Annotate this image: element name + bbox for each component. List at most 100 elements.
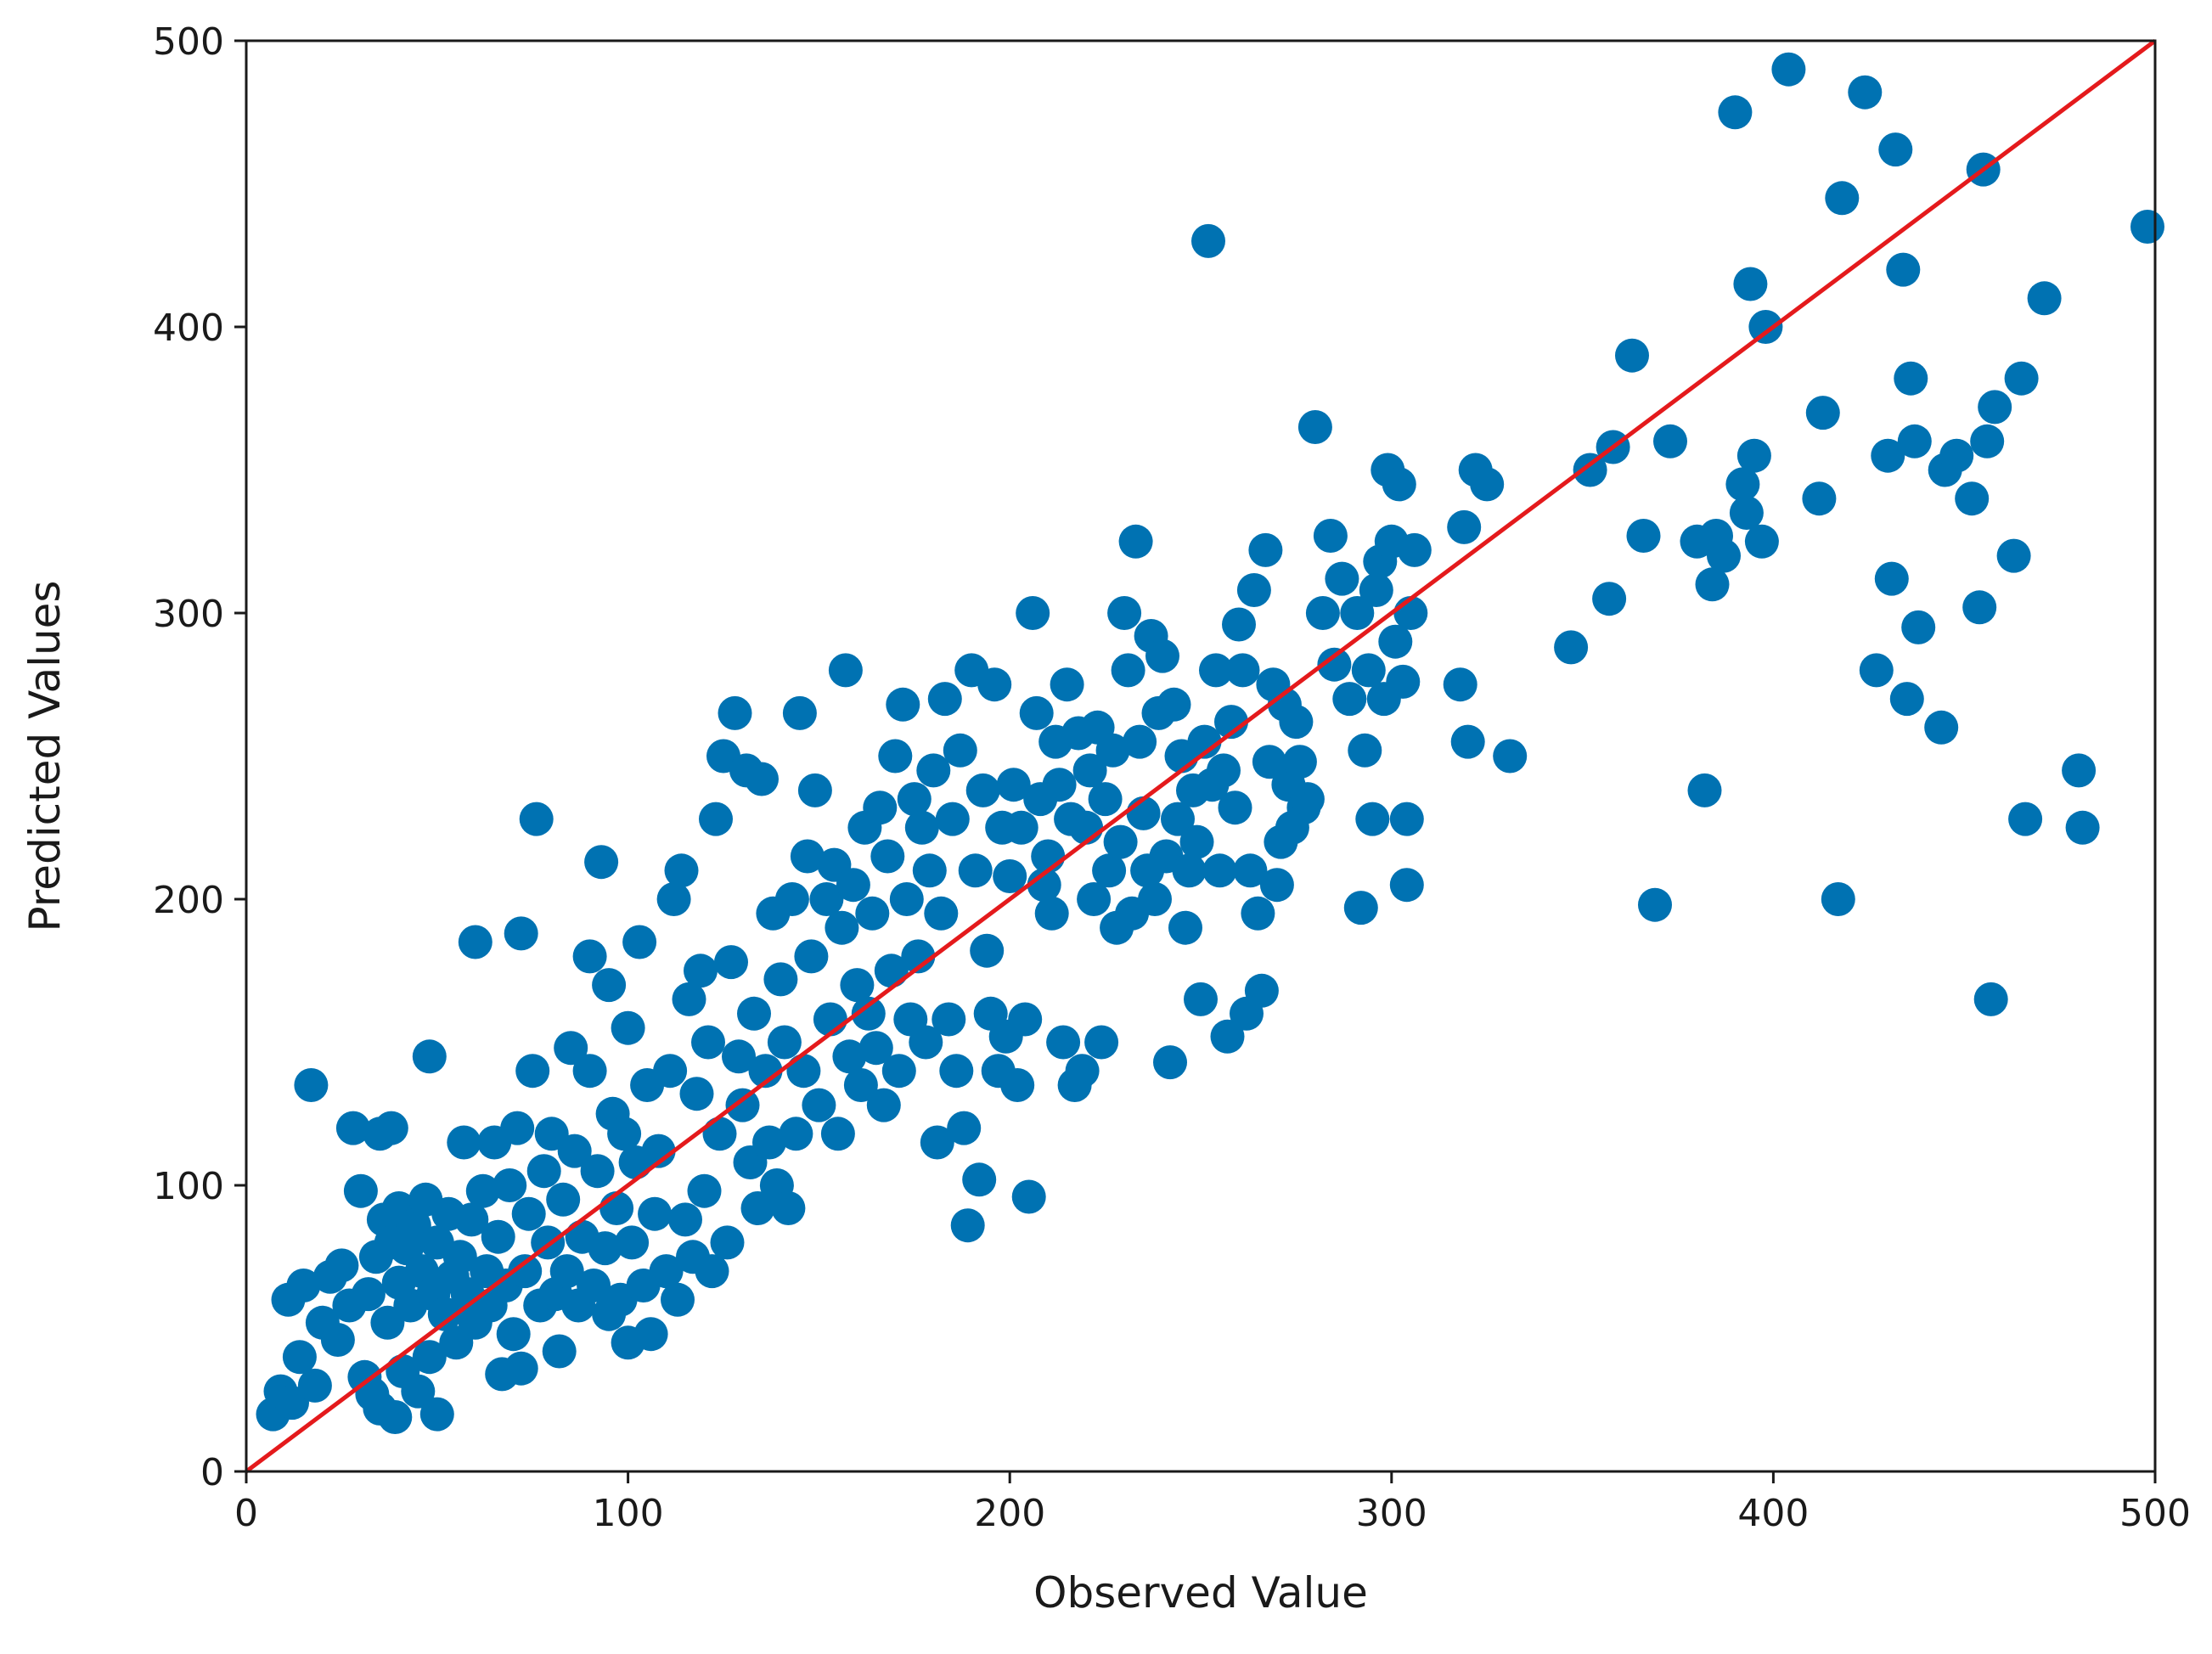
data-point	[412, 1340, 447, 1375]
data-point	[2027, 281, 2062, 316]
data-point	[1225, 653, 1260, 688]
y-tick-label: 0	[200, 1451, 224, 1494]
data-point	[916, 753, 951, 788]
data-point	[695, 1254, 729, 1289]
data-point	[1687, 773, 1722, 807]
data-point	[1348, 733, 1382, 768]
data-point	[1955, 481, 1990, 516]
data-point	[1359, 573, 1393, 607]
data-point	[668, 1202, 702, 1237]
data-point	[881, 1054, 916, 1089]
data-point	[1821, 882, 1855, 916]
data-point	[1111, 653, 1145, 688]
data-point	[1733, 267, 1768, 301]
data-point	[687, 1173, 722, 1208]
data-point	[1626, 519, 1661, 553]
data-point	[1996, 538, 2031, 573]
data-point	[825, 910, 859, 945]
data-point	[718, 695, 752, 730]
data-point	[1771, 52, 1806, 87]
data-point	[748, 1054, 783, 1089]
data-point	[511, 1196, 546, 1231]
data-point	[779, 1117, 813, 1151]
data-point	[840, 968, 875, 1003]
reference-line	[245, 38, 2157, 1474]
data-point	[351, 1277, 386, 1312]
data-point	[1695, 567, 1730, 602]
data-point	[2130, 210, 2164, 244]
data-point	[996, 768, 1031, 802]
data-point	[786, 1054, 821, 1089]
data-point	[1092, 853, 1127, 888]
data-point	[615, 1225, 650, 1260]
data-point	[943, 733, 977, 768]
data-point	[607, 1117, 642, 1151]
data-point	[1886, 252, 1921, 287]
data-point	[1736, 438, 1771, 473]
data-point	[1138, 882, 1172, 916]
data-point	[1202, 853, 1237, 888]
data-point	[1157, 687, 1191, 722]
data-point	[832, 1039, 867, 1074]
data-point	[1011, 1179, 1046, 1214]
data-point	[1072, 753, 1107, 788]
data-point	[557, 1134, 592, 1168]
y-tick-label: 200	[153, 879, 224, 922]
data-point	[722, 1039, 756, 1074]
x-tick-label: 400	[1737, 1492, 1809, 1535]
data-point	[958, 853, 993, 888]
data-point	[828, 653, 863, 688]
data-point	[1233, 853, 1268, 888]
x-tick-label: 500	[2119, 1492, 2191, 1535]
data-point	[1901, 610, 1936, 644]
data-point	[1973, 982, 2008, 1016]
data-point	[767, 1025, 802, 1060]
data-point	[1084, 1025, 1119, 1060]
data-point	[492, 1168, 527, 1202]
data-point	[745, 762, 779, 796]
data-point	[1638, 887, 1672, 922]
data-point	[504, 916, 538, 951]
plot-frame	[245, 39, 2157, 1473]
data-point	[1218, 790, 1252, 825]
data-point	[684, 954, 718, 988]
data-point	[1210, 1019, 1245, 1054]
data-point	[901, 939, 936, 974]
data-point	[836, 868, 870, 903]
data-point	[1252, 745, 1286, 779]
data-point	[932, 1002, 966, 1037]
data-point	[1207, 753, 1241, 788]
data-point	[458, 925, 492, 959]
data-point	[1000, 1068, 1035, 1102]
data-point	[797, 773, 832, 807]
data-point	[1290, 782, 1325, 817]
data-point	[1095, 733, 1130, 768]
data-point	[1172, 853, 1207, 888]
data-point	[343, 1173, 378, 1208]
data-point	[1297, 410, 1332, 444]
data-point	[1970, 424, 2005, 459]
data-point	[1259, 868, 1294, 903]
y-tick-label: 500	[153, 20, 224, 64]
data-point	[653, 1054, 688, 1089]
data-point	[1447, 509, 1482, 544]
data-point	[324, 1248, 359, 1283]
data-point	[320, 1323, 355, 1357]
data-point	[790, 839, 825, 874]
data-point	[993, 859, 1027, 893]
y-axis-ticks: 0 100 200 300 400 500	[153, 20, 246, 1494]
data-point	[1244, 973, 1279, 1008]
data-point	[1187, 724, 1222, 759]
data-point	[771, 1191, 806, 1225]
data-point	[858, 1031, 893, 1066]
data-point	[1729, 496, 1764, 530]
x-axis-label: Observed Value	[1033, 1568, 1368, 1617]
data-point	[924, 896, 959, 931]
data-point	[977, 667, 1012, 702]
data-point	[1978, 390, 2012, 425]
data-point	[2008, 802, 2043, 836]
data-point	[661, 1282, 695, 1317]
data-point	[1179, 824, 1214, 859]
data-point	[889, 882, 924, 916]
